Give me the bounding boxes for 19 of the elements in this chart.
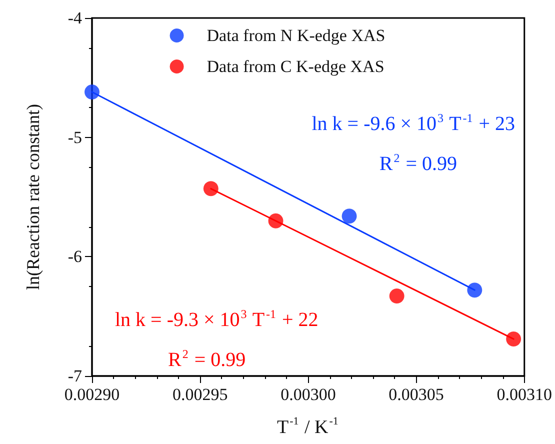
point [84,84,100,100]
point [506,332,522,346]
point [389,288,404,304]
x-tick-label: 0.00300 [280,385,336,404]
point [467,282,482,298]
x-tick-label: 0.00290 [64,385,120,404]
y-tick-label: -6 [68,247,82,266]
y-tick-label: -5 [68,128,82,147]
legend-label: Data from C K-edge XAS [206,57,384,76]
y-axis-title: ln(Reaction rate constant) [23,104,43,290]
point [342,208,357,224]
point [268,213,284,228]
y-tick-label: -4 [68,8,82,28]
point [203,181,218,196]
legend-label: Data from N K-edge XAS [206,26,386,45]
x-tick-label: 0.00295 [172,385,228,404]
y-tick-label: -7 [68,366,82,386]
x-tick-label: 0.00305 [388,385,444,404]
x-tick-label: 0.00310 [496,385,552,404]
